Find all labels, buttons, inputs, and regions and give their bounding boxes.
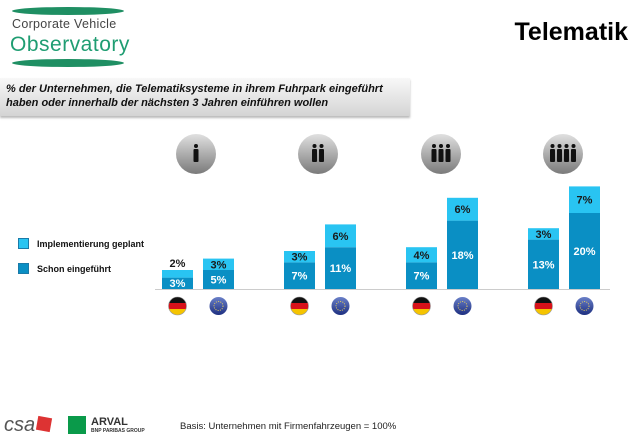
- legend-swatch-planned: [18, 238, 29, 249]
- person-body: [445, 149, 451, 162]
- person-head: [550, 144, 555, 148]
- eu-flag-icon: [453, 297, 472, 315]
- arval-logo: ARVAL BNP PARIBAS GROUP: [68, 416, 145, 434]
- eu-stars: [579, 301, 590, 311]
- germany-flag-stripe: [290, 309, 309, 315]
- bar-implemented: [569, 213, 600, 289]
- csa-logo: csa: [4, 414, 53, 437]
- legend-planned: Implementierung geplant: [18, 238, 144, 249]
- eu-stars: [213, 301, 224, 311]
- data-label-implemented: 7%: [414, 271, 430, 283]
- person-head: [439, 144, 443, 148]
- person-head: [446, 144, 450, 148]
- data-label-implemented: 20%: [573, 246, 595, 258]
- germany-flag-stripe: [168, 309, 187, 315]
- bar-planned: [406, 247, 437, 263]
- germany-flag-stripe: [412, 297, 431, 303]
- germany-flag-icon: [534, 296, 553, 316]
- person-body: [564, 149, 569, 162]
- bar-planned: [203, 258, 234, 270]
- person-head: [564, 144, 569, 148]
- person-head: [557, 144, 562, 148]
- eu-stars: [457, 301, 468, 311]
- data-label-planned: 3%: [211, 259, 227, 271]
- germany-flag-icon: [412, 296, 431, 316]
- person-head: [571, 144, 576, 148]
- germany-flag-stripe: [534, 303, 553, 309]
- data-label-planned: 3%: [292, 252, 308, 264]
- bar-implemented: [325, 247, 356, 289]
- logo-line1: Corporate Vehicle: [12, 17, 117, 31]
- data-label-planned: 2%: [170, 258, 186, 270]
- person-body: [557, 149, 562, 162]
- person-body: [438, 149, 444, 162]
- logo-arc-bottom: [12, 59, 124, 67]
- bar-planned: [162, 270, 193, 278]
- data-label-planned: 6%: [333, 231, 349, 243]
- bar-implemented: [406, 262, 437, 289]
- germany-flag-stripe: [168, 303, 187, 309]
- legend-implemented: Schon eingeführt: [18, 263, 111, 274]
- footer-basis: Basis: Unternehmen mit Firmenfahrzeugen …: [180, 421, 397, 432]
- data-label-planned: 7%: [577, 195, 593, 207]
- germany-flag-stripe: [290, 297, 309, 303]
- cvo-logo: Corporate Vehicle Observatory: [4, 6, 134, 68]
- chart-subtitle: % der Unternehmen, die Telematiksysteme …: [0, 78, 410, 116]
- bar-implemented: [284, 262, 315, 289]
- bar-planned: [284, 251, 315, 263]
- data-label-implemented: 11%: [330, 263, 352, 275]
- germany-flag-stripe: [290, 303, 309, 309]
- germany-flag-stripe: [168, 297, 187, 303]
- data-label-implemented: 7%: [292, 271, 308, 283]
- page-title: Telematik: [514, 18, 628, 46]
- person-body: [571, 149, 576, 162]
- legend-label: Schon eingeführt: [37, 263, 111, 274]
- person-body: [193, 149, 199, 162]
- eu-stars: [335, 301, 346, 311]
- germany-flag-stripe: [412, 303, 431, 309]
- germany-flag-icon: [168, 296, 187, 316]
- germany-flag-icon: [290, 296, 309, 316]
- logo-line2: Observatory: [10, 33, 130, 56]
- bar-implemented: [528, 239, 559, 289]
- data-label-implemented: 5%: [211, 275, 227, 287]
- eu-flag-icon: [209, 297, 228, 315]
- data-label-planned: 4%: [414, 250, 430, 262]
- bar-planned: [447, 197, 478, 221]
- germany-flag-stripe: [534, 297, 553, 303]
- bar-planned: [569, 186, 600, 213]
- eu-flag-icon: [575, 297, 594, 315]
- bar-planned: [325, 224, 356, 248]
- person-body: [312, 149, 317, 162]
- person-body: [550, 149, 555, 162]
- person-body: [319, 149, 324, 162]
- logo-arc-top: [12, 7, 124, 15]
- person-head: [194, 144, 198, 148]
- person-head: [312, 144, 317, 148]
- data-label-implemented: 18%: [451, 250, 473, 262]
- person-head: [319, 144, 324, 148]
- bar-planned: [528, 228, 559, 240]
- bar-implemented: [162, 277, 193, 289]
- person-head: [432, 144, 436, 148]
- person-body: [431, 149, 437, 162]
- two-persons-icon: [298, 134, 338, 174]
- data-label-planned: 3%: [536, 229, 552, 241]
- data-label-planned: 6%: [455, 204, 471, 216]
- four-persons-icon: [543, 134, 583, 174]
- germany-flag-stripe: [534, 309, 553, 315]
- data-label-implemented: 3%: [170, 278, 186, 290]
- bar-implemented: [203, 270, 234, 289]
- eu-flag-icon: [331, 297, 350, 315]
- germany-flag-stripe: [412, 309, 431, 315]
- legend-label: Implementierung geplant: [37, 238, 145, 249]
- data-label-implemented: 13%: [532, 259, 554, 271]
- bar-implemented: [447, 220, 478, 289]
- legend-swatch-implemented: [18, 263, 29, 274]
